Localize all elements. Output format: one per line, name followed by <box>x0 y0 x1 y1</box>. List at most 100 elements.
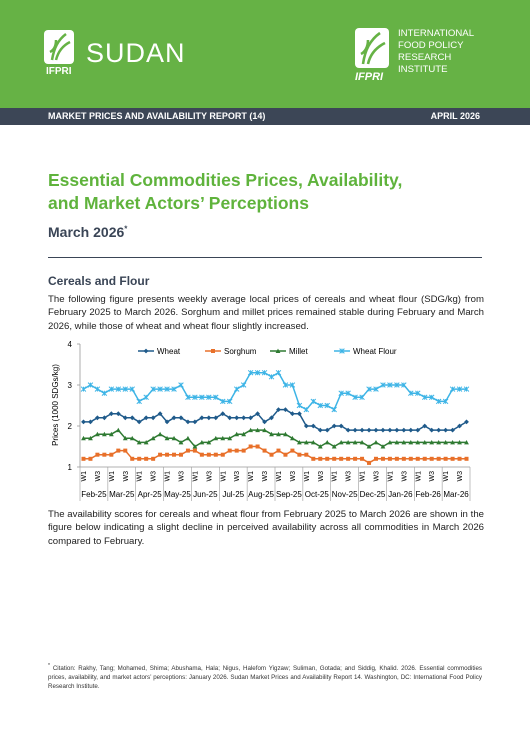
x-tick-label: W1 <box>332 471 339 482</box>
data-point <box>150 415 156 421</box>
data-point <box>240 382 247 388</box>
data-point <box>394 456 399 461</box>
data-point <box>290 448 295 453</box>
data-point <box>88 419 93 425</box>
data-point <box>81 435 86 441</box>
x-tick-label: W1 <box>220 471 227 482</box>
divider <box>48 257 482 258</box>
data-point <box>359 440 365 445</box>
x-tick-label: W3 <box>123 471 130 482</box>
data-point <box>157 411 163 417</box>
data-point <box>158 452 163 457</box>
data-point <box>129 386 135 392</box>
x-tick-label: W1 <box>165 471 172 482</box>
legend-label: Wheat <box>157 347 181 356</box>
month-label: Jan-26 <box>388 490 413 499</box>
month-label: Mar-26 <box>443 490 469 499</box>
data-point <box>380 444 386 449</box>
y-axis-label: Prices (1000 SDGs/kg) <box>51 364 60 446</box>
data-point <box>380 456 385 461</box>
data-point <box>290 435 295 441</box>
data-point <box>108 386 115 392</box>
data-point <box>248 427 254 433</box>
data-point <box>115 427 121 433</box>
data-point <box>360 456 365 461</box>
data-point <box>282 382 289 388</box>
section-heading: Cereals and Flour <box>48 274 150 288</box>
data-point <box>220 411 226 417</box>
x-tick-label: W3 <box>206 471 213 482</box>
data-point <box>95 452 100 457</box>
data-point <box>165 452 170 457</box>
ifpri-logo-icon <box>355 28 389 68</box>
data-point <box>227 415 233 421</box>
paragraph: The availability scores for cereals and … <box>48 509 484 547</box>
x-tick-label: W3 <box>373 471 380 482</box>
month-label: Aug-25 <box>248 490 274 499</box>
data-point <box>95 431 100 437</box>
data-point <box>178 440 184 445</box>
subtitle: March 2026* <box>48 224 127 240</box>
data-point <box>115 411 121 417</box>
data-point <box>276 431 281 437</box>
data-point <box>269 415 274 421</box>
footnote-marker: * <box>48 663 51 669</box>
data-point <box>220 398 226 405</box>
month-label: Dec-25 <box>360 490 386 499</box>
data-point <box>456 386 463 392</box>
data-point <box>102 452 107 457</box>
month-label: Feb-26 <box>416 490 442 499</box>
x-tick-label: W1 <box>109 471 116 482</box>
data-point <box>269 431 274 437</box>
data-point <box>415 390 421 396</box>
data-point <box>143 415 149 421</box>
data-point <box>464 456 469 461</box>
data-point <box>345 427 351 433</box>
data-point <box>387 456 392 461</box>
data-point <box>443 440 449 445</box>
data-point <box>338 390 344 396</box>
data-point <box>88 435 93 441</box>
footnote-marker: * <box>124 224 128 234</box>
data-point <box>457 456 462 461</box>
data-point <box>150 435 156 441</box>
data-point <box>422 423 428 429</box>
data-point <box>366 444 372 449</box>
data-point <box>136 398 142 405</box>
data-point <box>255 444 260 449</box>
x-tick-label: W3 <box>234 471 241 482</box>
org-name: INTERNATIONAL FOOD POLICY RESEARCH INSTITUT… <box>398 28 474 76</box>
data-point <box>443 427 449 433</box>
data-point <box>275 369 282 376</box>
data-point <box>234 431 240 437</box>
series-line <box>83 408 467 431</box>
data-point <box>442 398 449 405</box>
data-point <box>123 448 128 453</box>
legend-marker <box>143 348 149 354</box>
data-point <box>380 382 386 388</box>
data-point <box>144 456 149 461</box>
data-point <box>436 456 441 461</box>
data-point <box>317 444 323 449</box>
data-point <box>303 440 309 445</box>
data-point <box>81 456 86 461</box>
data-point <box>310 440 316 445</box>
data-point <box>101 415 107 421</box>
data-point <box>255 411 260 417</box>
legend-marker <box>211 349 215 353</box>
data-point <box>464 419 469 425</box>
data-point <box>151 456 156 461</box>
x-tick-label: W3 <box>429 471 436 482</box>
x-tick-label: W1 <box>276 471 283 482</box>
data-point <box>331 406 337 413</box>
data-point <box>276 407 281 412</box>
data-point <box>241 448 246 453</box>
data-point <box>415 427 421 433</box>
data-point <box>116 448 121 453</box>
x-tick-label: W1 <box>192 471 199 482</box>
x-tick-label: W3 <box>178 471 185 482</box>
org-logo-text: IFPRI <box>355 71 384 83</box>
data-point <box>366 427 372 433</box>
data-point <box>421 394 428 401</box>
data-point <box>450 456 455 461</box>
